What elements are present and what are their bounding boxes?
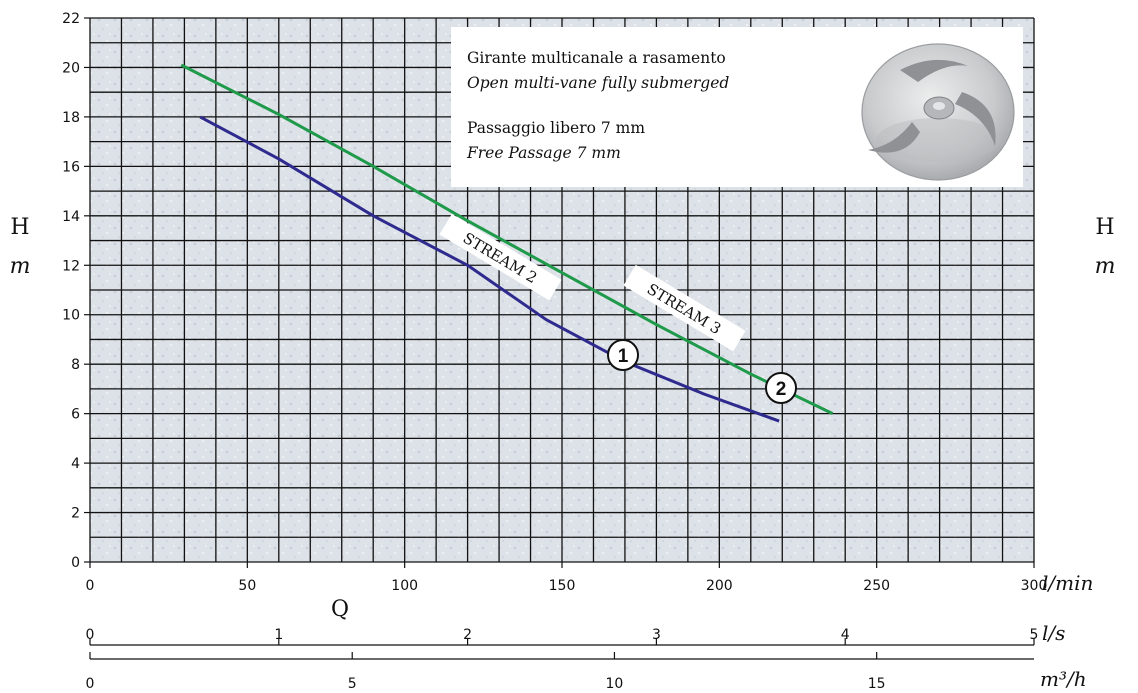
y-tick-label: 20 bbox=[62, 60, 80, 76]
x-axis-unit-m3h: m³/h bbox=[1040, 667, 1087, 691]
x-tick-label-secondary: 2 bbox=[463, 627, 472, 643]
x-tick-label-lmin: 150 bbox=[549, 578, 576, 594]
x-tick-label-secondary: 0 bbox=[86, 627, 95, 643]
x-tick-label-secondary: 10 bbox=[606, 676, 624, 692]
info-line-2: Open multi-vane fully submerged bbox=[467, 74, 729, 92]
series-marker-stream-2: 1 bbox=[607, 339, 639, 371]
x-tick-label-lmin: 300 bbox=[1021, 578, 1048, 594]
y-tick-label: 14 bbox=[62, 209, 80, 225]
y-tick-label: 4 bbox=[71, 456, 80, 472]
y-tick-label: 6 bbox=[71, 407, 80, 423]
y-tick-label: 10 bbox=[62, 308, 80, 324]
y-axis-label-left: H bbox=[10, 215, 29, 240]
y-tick-label: 22 bbox=[62, 11, 80, 27]
series-marker-stream-3: 2 bbox=[765, 372, 797, 404]
y-tick-label: 12 bbox=[62, 258, 80, 274]
y-tick-label: 2 bbox=[71, 506, 80, 522]
x-tick-label-secondary: 5 bbox=[348, 676, 357, 692]
x-tick-label-lmin: 200 bbox=[706, 578, 733, 594]
svg-text:2: 2 bbox=[776, 379, 787, 400]
x-axis-label: Q bbox=[331, 597, 349, 622]
x-axis-unit-lmin: l/min bbox=[1042, 571, 1093, 595]
svg-text:1: 1 bbox=[618, 346, 629, 367]
x-axis-unit-ls: l/s bbox=[1042, 621, 1065, 645]
info-line-4: Free Passage 7 mm bbox=[466, 144, 621, 162]
x-tick-label-secondary: 1 bbox=[274, 627, 283, 643]
series-line-stream-3 bbox=[180, 63, 834, 415]
y-tick-label: 8 bbox=[71, 357, 80, 373]
y-tick-label: 16 bbox=[62, 159, 80, 175]
y-axis-unit-left: m bbox=[10, 254, 31, 279]
y-axis-unit-right: m bbox=[1095, 254, 1116, 279]
series-line-stream-2 bbox=[199, 115, 780, 423]
x-tick-label-secondary: 4 bbox=[841, 627, 850, 643]
x-axis-m3h-ticks: 0 5 10 15 bbox=[86, 652, 886, 692]
x-tick-label-secondary: 0 bbox=[86, 676, 95, 692]
y-tick-label: 18 bbox=[62, 110, 80, 126]
x-axis-lmin-ticks: 0 50 100 150 200 250 300 bbox=[86, 562, 1048, 594]
x-axis-ls-ticks: 0 1 2 3 4 5 bbox=[86, 627, 1039, 645]
y-axis-ticks: 0 2 4 6 8 10 12 14 16 18 20 22 bbox=[62, 11, 90, 571]
y-tick-label: 0 bbox=[71, 555, 80, 571]
info-box: Girante multicanale a rasamento Open mul… bbox=[451, 27, 1023, 187]
x-tick-label-lmin: 0 bbox=[86, 578, 95, 594]
impeller-image bbox=[861, 43, 1015, 181]
y-axis-label-right: H bbox=[1095, 215, 1114, 240]
x-tick-label-lmin: 250 bbox=[863, 578, 890, 594]
x-tick-label-lmin: 100 bbox=[391, 578, 418, 594]
info-line-3: Passaggio libero 7 mm bbox=[467, 119, 645, 137]
info-line-1: Girante multicanale a rasamento bbox=[467, 49, 726, 67]
x-tick-label-secondary: 5 bbox=[1030, 627, 1039, 643]
x-tick-label-secondary: 15 bbox=[868, 676, 886, 692]
x-tick-label-secondary: 3 bbox=[652, 627, 661, 643]
x-tick-label-lmin: 50 bbox=[238, 578, 256, 594]
